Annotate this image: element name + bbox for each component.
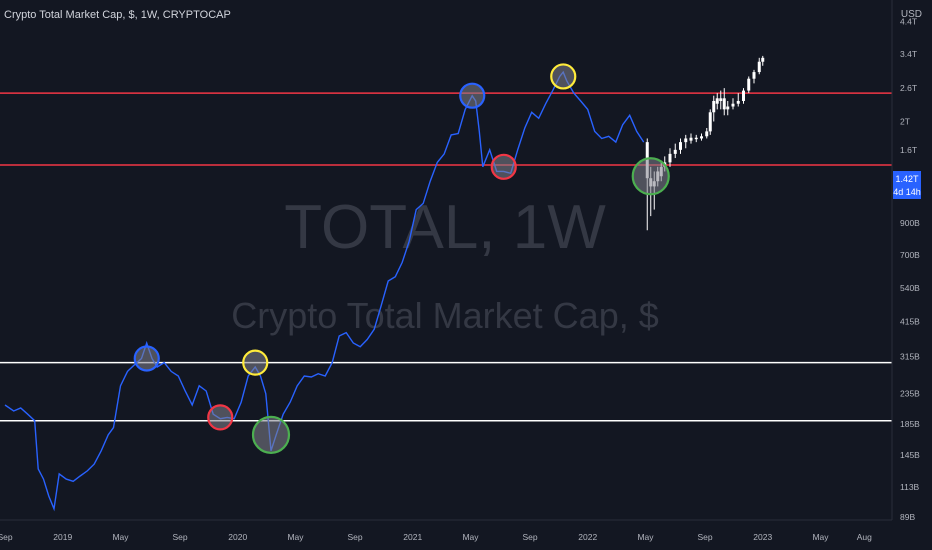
annotation-circle-yellow-2 [242,349,269,376]
candle-body-7 [673,149,677,154]
time-tick-label: May [812,532,829,542]
candle-body-11 [694,137,698,140]
time-axis[interactable]: Sep 2019 May Sep 2020 May Sep 2021 May Sep 2022 May… [0,532,872,542]
time-tick-label: Sep [172,532,187,542]
time-tick-label: 2023 [753,532,772,542]
time-tick-label: 2019 [53,532,72,542]
candle-body-13 [705,131,709,137]
time-tick-label: May [637,532,654,542]
price-tick-label: 2T [900,116,910,126]
annotation-circle-blue-0 [133,345,160,372]
candle-body-19 [726,106,730,110]
market-cap-line [4,70,645,512]
time-tick-label: Sep [697,532,712,542]
time-tick-label: Sep [347,532,362,542]
candle-body-14 [708,112,712,132]
candle-body-26 [761,57,765,62]
watermark-symbol: TOTAL, 1W [284,193,606,262]
price-tick-label: 540B [900,283,920,293]
candle-body-18 [722,98,726,110]
annotation-circle-blue-4 [459,82,486,109]
annotation-circle-yellow-6 [550,63,577,90]
price-tick-label: 900B [900,218,920,228]
chart-title: Crypto Total Market Cap, $, 1W, CRYPTOCA… [4,9,231,21]
price-tick-label: 1.6T [900,145,917,155]
price-tick-label: 2.6T [900,83,917,93]
candle-body-25 [757,61,761,73]
candle-body-22 [742,90,745,101]
time-tick-label: Sep [0,532,13,542]
candle-body-9 [684,138,688,143]
last-price-tag: 1.42T 4d 14h [893,171,921,199]
time-tick-label: Aug [857,532,872,542]
candle-body-24 [752,72,756,79]
time-tick-label: 2020 [228,532,247,542]
time-tick-label: 2022 [578,532,597,542]
candle-body-20 [731,103,735,107]
annotation-circle-red-5 [490,153,517,180]
candle-body-10 [689,137,693,141]
price-tick-label: 4.4T [900,16,917,26]
annotation-circle-red-1 [207,404,234,431]
price-tick-label: 700B [900,250,920,260]
candle-body-16 [715,98,719,104]
candle-body-8 [679,142,682,150]
candle-body-6 [668,153,672,163]
candle-body-12 [700,136,703,139]
price-tick-label: 415B [900,316,920,326]
candle-body-17 [719,98,723,101]
time-tick-label: 2021 [403,532,422,542]
bar-countdown: 4d 14h [893,187,921,197]
price-tick-label: 113B [900,482,920,492]
candle-body-15 [712,100,716,113]
price-tick-label: 315B [900,351,920,361]
candle-body-21 [736,100,740,104]
time-tick-label: May [462,532,479,542]
annotation-circle-green-3 [251,415,291,454]
price-tick-label: 235B [900,389,920,399]
price-tick-label: 145B [900,450,920,460]
price-tick-label: 89B [900,512,915,522]
annotation-circle-green-7 [631,157,670,196]
candle-body-23 [747,78,751,91]
price-tick-label: 3.4T [900,49,917,59]
watermark-description: Crypto Total Market Cap, $ [231,295,659,336]
currency-label: USD [900,9,922,20]
price-tick-label: 185B [900,419,920,429]
time-tick-label: May [287,532,304,542]
last-price-tag-bg [893,171,921,199]
time-tick-label: May [112,532,129,542]
time-tick-label: Sep [522,532,537,542]
last-price-value: 1.42T [895,174,919,184]
